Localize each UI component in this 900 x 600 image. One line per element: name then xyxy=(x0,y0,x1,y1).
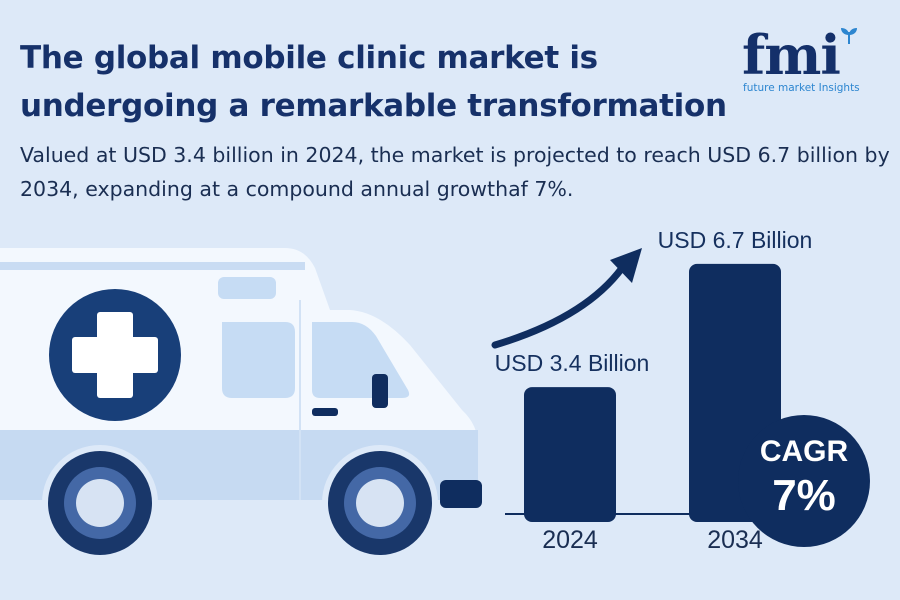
cagr-label: CAGR xyxy=(759,435,849,468)
tick-label-2024: 2024 xyxy=(542,526,598,554)
page-title: The global mobile clinic market is under… xyxy=(20,40,727,124)
bar-2024 xyxy=(524,387,616,522)
ambulance-icon xyxy=(0,248,482,561)
leaf-icon xyxy=(841,28,857,45)
logo-mark: fmi xyxy=(742,23,841,87)
page-subtitle: Valued at USD 3.4 billion in 2024, the m… xyxy=(20,143,890,201)
value-label-2034: USD 6.7 Billion xyxy=(658,227,813,253)
logo-tagline: future market Insights xyxy=(743,82,860,94)
cagr-value: 7% xyxy=(772,471,836,520)
cagr-badge: CAGR 7% xyxy=(738,415,870,547)
growth-arrow-icon xyxy=(491,248,642,349)
fmi-logo: fmi future market Insights xyxy=(742,26,872,106)
tick-label-2034: 2034 xyxy=(707,526,763,554)
value-label-2024: USD 3.4 Billion xyxy=(495,350,650,376)
